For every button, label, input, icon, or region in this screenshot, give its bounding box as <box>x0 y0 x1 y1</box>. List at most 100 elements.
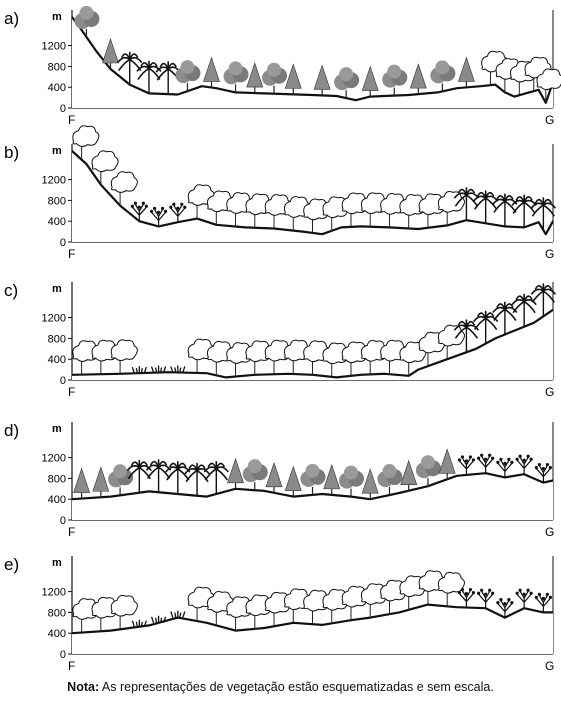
vegetation-shrub-icon <box>477 588 495 609</box>
end-point-label: G <box>545 385 554 399</box>
y-tick-label: 800 <box>48 333 66 345</box>
end-point-label: G <box>545 113 554 127</box>
vegetation-conifer-icon <box>246 62 264 94</box>
vegetation-deciduous-icon <box>430 60 456 92</box>
vegetation-deciduous-icon <box>242 459 268 491</box>
vegetation-shrub-icon <box>130 201 148 222</box>
panel-letter: b) <box>4 143 19 162</box>
y-tick-label: 400 <box>48 216 66 228</box>
y-tick-label: 0 <box>60 237 66 249</box>
vegetation-deciduous-icon <box>223 61 249 93</box>
unit-label: m <box>52 145 62 157</box>
vegetation-conifer-icon <box>227 457 244 489</box>
vegetation-cloud-icon <box>536 68 561 103</box>
y-tick-label: 800 <box>48 607 66 619</box>
unit-label: m <box>52 423 62 435</box>
panel-letter: c) <box>4 281 18 300</box>
vegetation-group <box>74 5 561 103</box>
vegetation-conifer-icon <box>265 461 283 493</box>
terrain-fill <box>72 604 553 654</box>
vegetation-palm-icon <box>453 319 480 353</box>
start-point-label: F <box>68 385 75 399</box>
end-point-label: G <box>545 525 554 539</box>
y-tick-label: 400 <box>48 494 66 506</box>
profile-panel: a) m 1200 800 400 0F G <box>4 5 561 127</box>
vegetation-palm-icon <box>492 193 518 227</box>
start-point-label: F <box>68 525 75 539</box>
vegetation-palm-icon <box>126 459 152 493</box>
end-point-label: G <box>545 247 554 261</box>
unit-label: m <box>52 283 62 295</box>
vegetation-palm-icon <box>117 51 143 85</box>
vegetation-shrub-icon <box>457 587 476 608</box>
vegetation-shrub-icon <box>534 592 552 613</box>
vegetation-palm-icon <box>453 187 480 221</box>
vegetation-cloud-icon <box>110 171 138 206</box>
vegetation-group <box>73 448 552 500</box>
vegetation-palm-icon <box>473 310 499 344</box>
vegetation-palm-icon <box>136 60 162 94</box>
vegetation-deciduous-icon <box>300 463 326 495</box>
vegetation-palm-icon <box>530 283 557 317</box>
vegetation-conifer-icon <box>102 38 119 69</box>
vegetation-palm-icon <box>145 459 172 493</box>
footnote: Nota: As representações de vegetação est… <box>0 680 561 694</box>
y-tick-label: 400 <box>48 354 66 366</box>
y-tick-label: 800 <box>48 61 66 73</box>
vegetation-deciduous-icon <box>108 464 134 496</box>
vegetation-conifer-icon <box>313 64 331 96</box>
end-point-label: G <box>545 659 554 673</box>
vegetation-palm-icon <box>473 190 499 224</box>
y-tick-label: 400 <box>48 628 66 640</box>
vegetation-shrub-icon <box>534 462 552 483</box>
vegetation-group <box>72 570 552 633</box>
profile-panel: b) m 1200 800 400 0F G <box>4 125 557 261</box>
vegetation-conifer-icon <box>323 463 341 495</box>
vegetation-conifer-icon <box>73 467 91 499</box>
terrain-fill <box>72 17 553 108</box>
terrain-fill <box>72 151 553 242</box>
y-tick-label: 800 <box>48 473 66 485</box>
vegetation-cloud-icon <box>91 150 119 185</box>
vegetation-grass-icon <box>150 365 167 373</box>
unit-label: m <box>52 557 62 569</box>
vegetation-conifer-icon <box>438 448 456 480</box>
footnote-text: As representações de vegetação estão esq… <box>99 680 494 694</box>
vegetation-conifer-icon <box>284 63 302 95</box>
start-point-label: F <box>68 113 75 127</box>
vegetation-shrub-icon <box>149 206 168 227</box>
vegetation-deciduous-icon <box>377 464 403 496</box>
vegetation-shrub-icon <box>457 455 476 475</box>
y-tick-label: 400 <box>48 82 66 94</box>
vegetation-group <box>72 125 557 233</box>
vegetation-deciduous-icon <box>382 64 408 96</box>
terrain-fill <box>72 309 553 380</box>
vegetation-cloud-icon <box>437 324 465 360</box>
vegetation-cloud-icon <box>110 339 138 374</box>
vegetation-conifer-icon <box>400 459 418 491</box>
panel-letter: a) <box>4 9 19 28</box>
vegetation-shrub-icon <box>169 202 187 223</box>
y-tick-label: 0 <box>60 375 66 387</box>
vegetation-shrub-icon <box>515 588 533 609</box>
vegetation-palm-icon <box>511 293 537 327</box>
vegetation-deciduous-icon <box>175 60 201 92</box>
y-tick-label: 1200 <box>42 41 66 53</box>
profile-panel: c) m 1200 800 400 0F G <box>4 281 557 399</box>
vegetation-palm-icon <box>184 462 210 496</box>
vegetation-grass-icon <box>170 610 186 618</box>
vegetation-deciduous-icon <box>334 67 360 99</box>
vegetation-palm-icon <box>492 301 518 335</box>
y-tick-label: 1200 <box>42 453 66 465</box>
vegetation-conifer-icon <box>458 56 475 88</box>
vegetation-deciduous-icon <box>74 5 100 37</box>
vegetation-shrub-icon <box>477 453 495 474</box>
vegetation-grass-icon <box>170 365 186 373</box>
vegetation-grass-icon <box>131 366 147 374</box>
y-tick-label: 1200 <box>42 313 66 325</box>
y-tick-label: 1200 <box>42 587 66 599</box>
terrain-profile-line <box>71 308 554 379</box>
vegetation-group <box>72 283 557 377</box>
vegetation-conifer-icon <box>92 466 110 498</box>
